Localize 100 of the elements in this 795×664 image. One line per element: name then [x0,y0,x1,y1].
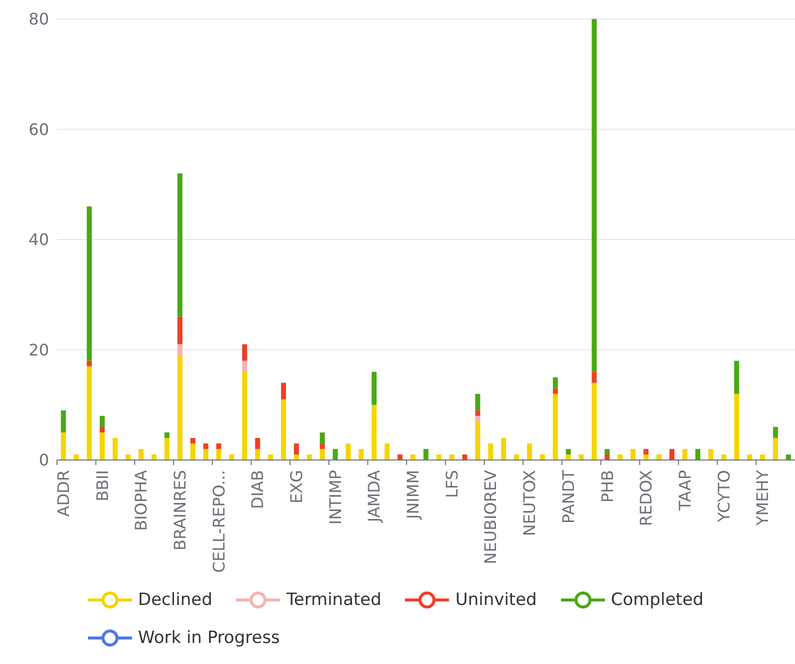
x-tick-label: YCYTO [714,470,734,523]
x-tick-label: REDOX [636,470,656,526]
x-tick-label: JNIMM [404,470,423,520]
bar [760,454,766,460]
bar [294,443,299,454]
bar [164,438,170,460]
bar [566,448,571,454]
x-tick-label: INTIMP [326,470,345,525]
legend-label: Terminated [286,590,382,610]
bar [242,360,248,372]
bar [268,454,274,460]
bar [618,454,623,460]
bar [203,443,208,449]
bar [242,344,248,361]
bar [566,454,571,460]
bar [514,454,520,460]
bar [306,454,312,460]
bar [501,438,506,460]
bar [320,448,325,460]
bar [449,454,454,460]
bar [216,443,222,449]
x-tick-label: PANDT [558,470,578,524]
bar [177,316,182,344]
bar [656,454,662,460]
y-tick-label: 0 [38,450,49,470]
x-tick-label: ADDR [54,470,73,517]
x-tick-label: NEUBIOREV [481,470,500,564]
legend-label: Uninvited [455,590,537,610]
x-tick-label: CELL-REPO... [209,470,228,573]
bar [592,382,597,460]
bar [644,448,649,454]
bar [346,443,351,460]
bar [592,19,597,372]
x-tick-label: BIOPHA [132,470,151,531]
bar [475,421,480,460]
bar [138,448,144,460]
x-tick-label: TAAP [675,470,694,512]
bar [177,173,182,317]
bar [592,372,597,383]
x-tick-label: EXG [287,470,306,504]
bar [721,454,726,460]
bar [112,438,118,460]
x-tick-label: BBII [92,470,112,502]
bar [772,438,778,460]
bar [86,366,92,460]
bar [60,410,66,432]
bar [100,432,105,460]
bar [164,432,170,438]
bar [190,443,196,460]
legend-label: Work in Progress [138,628,280,648]
bar [255,448,260,460]
bar [695,448,700,460]
y-tick-label: 60 [28,120,49,139]
bar [398,454,403,460]
bar [229,454,234,460]
bar [669,448,674,460]
x-tick-label: LFS [442,470,462,498]
bar [462,454,468,460]
bar [242,372,248,460]
bar [526,443,532,460]
bar [372,404,377,460]
legend-label: Declined [138,590,212,610]
bar [552,388,558,394]
bar [630,448,636,460]
bar [372,372,377,405]
bar [126,454,131,460]
y-tick-label: 20 [28,340,49,360]
bar [86,206,92,361]
bar [280,382,286,400]
bar [152,454,157,460]
legend-label: Completed [610,590,704,610]
bar [332,448,338,460]
bar [578,454,584,460]
bar [177,344,182,356]
bar [216,448,222,460]
bar [436,454,442,460]
bar [540,454,545,460]
bar [358,448,364,460]
bar [100,426,105,432]
bar [644,454,649,460]
bar [747,454,752,460]
bar [475,410,480,416]
bar [604,448,610,454]
bar [294,454,299,460]
x-tick-label: PHB [598,470,617,503]
bar [190,438,196,444]
y-tick-label: 40 [28,230,49,250]
bar [203,448,208,460]
bar [552,377,558,388]
bar [410,454,416,460]
y-tick-label: 80 [28,10,49,29]
bar [280,399,286,460]
bar [734,394,740,460]
bar [552,394,558,460]
x-tick-label: BRAINRES [170,470,190,550]
bar [734,360,740,394]
bar [177,355,182,460]
bar [384,443,390,460]
x-tick-label: DIAB [248,470,268,509]
bar [475,416,480,422]
